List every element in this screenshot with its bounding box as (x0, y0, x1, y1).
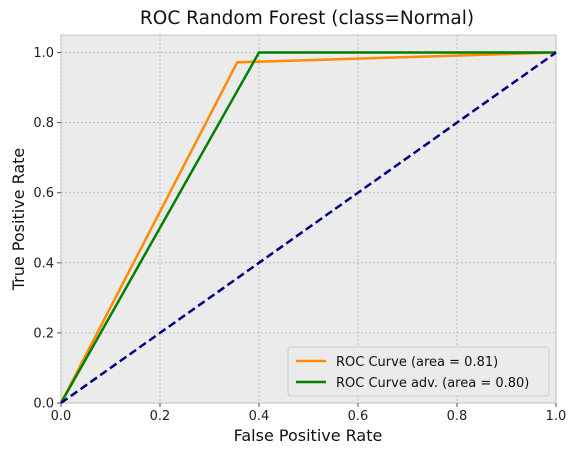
x-tick-label: 0.0 (51, 409, 72, 424)
chance-diagonal-line (60, 51, 557, 405)
x-tick-label: 1.0 (546, 409, 567, 424)
y-tick-label: 0.2 (33, 326, 54, 341)
legend: ROC Curve (area = 0.81) ROC Curve adv. (… (287, 346, 550, 397)
ticks: 0.0 0.2 0.4 0.6 0.8 1.0 0.0 0.2 0.4 0.6 0.8 1.0 (33, 46, 566, 424)
y-axis-label: True Positive Rate (9, 148, 28, 292)
y-tick-label: 0.8 (33, 116, 54, 131)
legend-label-roc: ROC Curve (area = 0.81) (336, 355, 498, 370)
y-tick-label: 0.0 (33, 397, 54, 412)
x-tick-label: 0.8 (447, 409, 468, 424)
x-axis-label: False Positive Rate (234, 426, 383, 445)
x-tick-label: 0.6 (348, 409, 369, 424)
legend-box (287, 346, 550, 397)
legend-label-roc-adv: ROC Curve adv. (area = 0.80) (336, 376, 529, 391)
y-tick-label: 0.4 (33, 256, 54, 271)
chart-title: ROC Random Forest (class=Normal) (140, 8, 474, 29)
roc-curve-line (59, 51, 557, 404)
series-layer (59, 51, 557, 405)
roc-curve-adv-line (59, 51, 556, 404)
y-tick-label: 0.6 (33, 186, 54, 201)
plot-area (60, 34, 557, 404)
x-tick-label: 0.4 (249, 409, 270, 424)
x-tick-label: 0.2 (150, 409, 171, 424)
y-tick-label: 1.0 (33, 46, 54, 61)
